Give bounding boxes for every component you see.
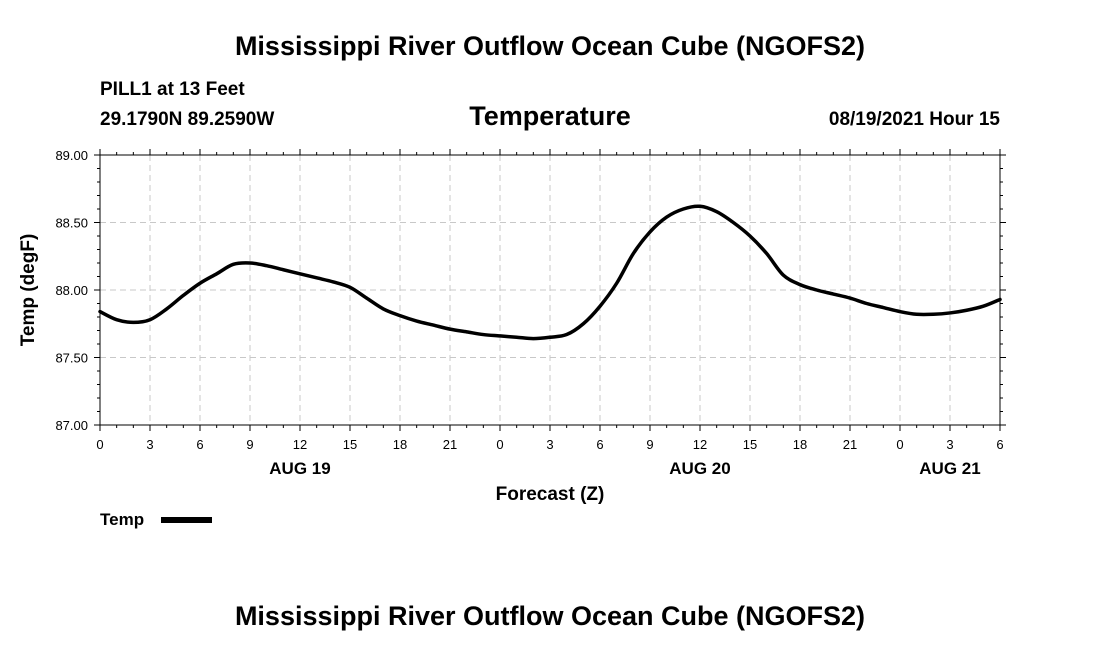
day-label: AUG 21 bbox=[919, 459, 980, 478]
x-tick-label: 9 bbox=[246, 437, 253, 452]
x-tick-label: 12 bbox=[293, 437, 307, 452]
series-group bbox=[98, 204, 1002, 341]
x-tick-label: 3 bbox=[546, 437, 553, 452]
day-labels: AUG 19 AUG 20 AUG 21 bbox=[269, 459, 980, 478]
x-tick-label: 3 bbox=[146, 437, 153, 452]
y-axis-label: Temp (degF) bbox=[18, 234, 39, 347]
x-tick-label: 6 bbox=[596, 437, 603, 452]
y-tick-label: 88.50 bbox=[55, 216, 88, 231]
variable-title: Temperature bbox=[469, 101, 631, 131]
x-tick-label: 0 bbox=[896, 437, 903, 452]
x-tick-label: 0 bbox=[96, 437, 103, 452]
x-tick-label: 15 bbox=[343, 437, 357, 452]
x-tick-label: 18 bbox=[793, 437, 807, 452]
x-tick-label: 21 bbox=[843, 437, 857, 452]
x-tick-label: 6 bbox=[196, 437, 203, 452]
y-tick-label: 89.00 bbox=[55, 148, 88, 163]
x-tick-label: 6 bbox=[996, 437, 1003, 452]
y-tick-label: 88.00 bbox=[55, 283, 88, 298]
temp-series-line bbox=[98, 204, 1002, 341]
y-tick-label: 87.00 bbox=[55, 418, 88, 433]
forecast-datetime: 08/19/2021 Hour 15 bbox=[829, 109, 1001, 130]
legend-label: Temp bbox=[100, 510, 144, 529]
chart-title: Mississippi River Outflow Ocean Cube (NG… bbox=[235, 31, 865, 61]
y-tick-label: 87.50 bbox=[55, 351, 88, 366]
station-label: PILL1 at 13 Feet bbox=[100, 79, 245, 100]
x-tick-label: 21 bbox=[443, 437, 457, 452]
x-tick-label: 12 bbox=[693, 437, 707, 452]
x-tick-label: 3 bbox=[946, 437, 953, 452]
x-axis-label: Forecast (Z) bbox=[496, 484, 605, 505]
x-tick-label: 18 bbox=[393, 437, 407, 452]
station-coordinates: 29.1790N 89.2590W bbox=[100, 109, 274, 130]
day-label: AUG 20 bbox=[669, 459, 730, 478]
y-tick-labels: 87.00 87.50 88.00 88.50 89.00 bbox=[55, 148, 88, 433]
x-tick-label: 15 bbox=[743, 437, 757, 452]
x-tick-labels: 0 3 6 9 12 15 18 21 0 3 6 9 12 15 18 21 0 3 6 bbox=[96, 437, 1003, 452]
x-tick-label: 9 bbox=[646, 437, 653, 452]
x-tick-label: 0 bbox=[496, 437, 503, 452]
plot-frame bbox=[99, 154, 1001, 426]
day-label: AUG 19 bbox=[269, 459, 330, 478]
grid-lines bbox=[100, 155, 1000, 425]
footer-title: Mississippi River Outflow Ocean Cube (NG… bbox=[235, 601, 865, 631]
